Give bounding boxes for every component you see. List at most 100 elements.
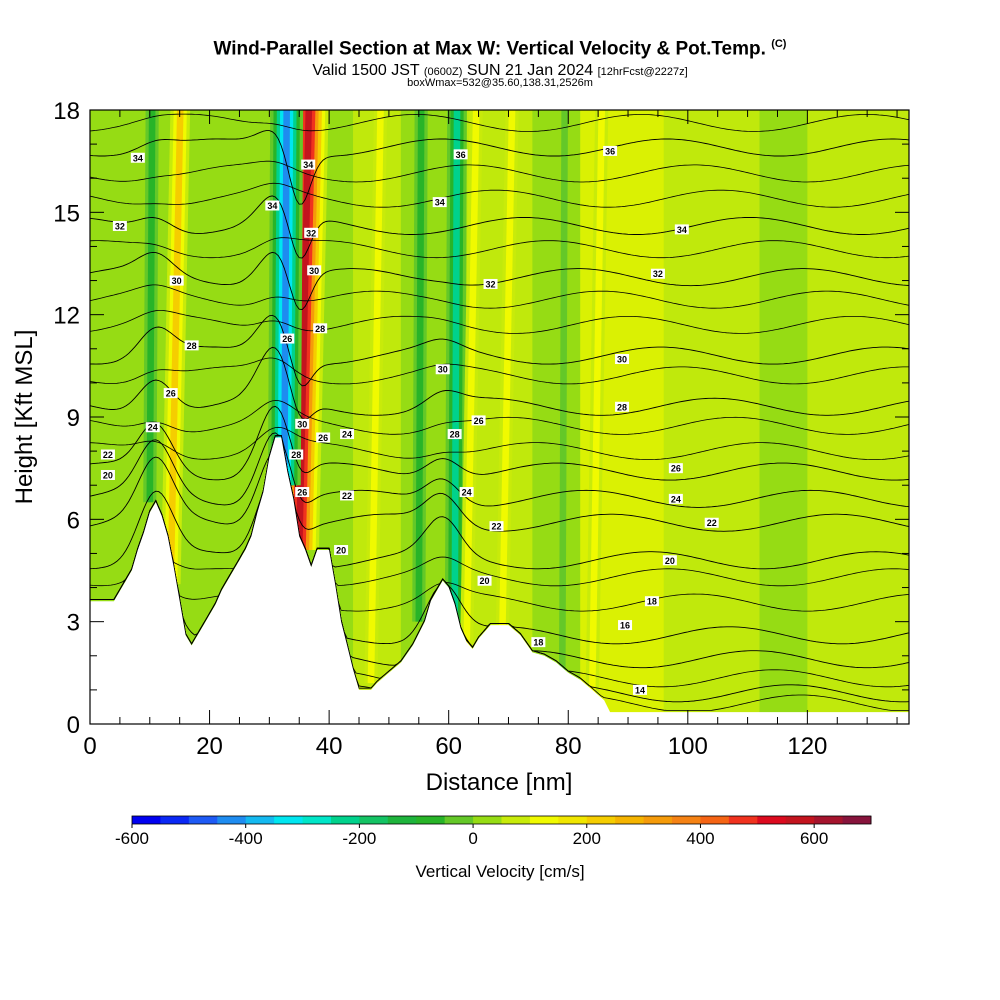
colorbar-tick-label: 600 [800, 829, 828, 848]
colorbar-swatch [132, 816, 161, 824]
contour-label: 34 [301, 159, 316, 170]
contour-label: 30 [295, 418, 310, 429]
svg-text:20: 20 [103, 470, 113, 480]
theta-contour [90, 435, 909, 570]
theta-contour [90, 426, 909, 460]
contour-label: 26 [280, 333, 295, 344]
contour-labels: 34 32 30 28 26 24 22 20 34 34 32 30 28 26 30 28 26 26 24 22… [100, 145, 719, 695]
contour-label: 18 [531, 637, 546, 648]
x-tick-label: 20 [196, 733, 223, 760]
svg-text:30: 30 [172, 276, 182, 286]
svg-text:28: 28 [315, 324, 325, 334]
x-tick-label: 80 [555, 733, 582, 760]
contour-label: 14 [632, 684, 647, 695]
svg-text:18: 18 [647, 597, 657, 607]
theta-contour [90, 314, 909, 387]
svg-text:28: 28 [291, 450, 301, 460]
svg-text:32: 32 [115, 221, 125, 231]
theta-contour [90, 432, 909, 508]
contour-label: 28 [289, 449, 304, 460]
theta-contour [90, 284, 909, 309]
x-tick-label: 60 [435, 733, 462, 760]
svg-text:36: 36 [605, 146, 615, 156]
svg-text:30: 30 [309, 266, 319, 276]
velocity-band [367, 110, 384, 684]
x-tick-label: 40 [316, 733, 343, 760]
theta-contour [90, 251, 909, 310]
contour-label: 32 [483, 278, 498, 289]
svg-text:22: 22 [707, 518, 717, 528]
theta-contour [90, 237, 909, 259]
colorbar-tick-label: -600 [115, 829, 149, 848]
svg-text:22: 22 [492, 522, 502, 532]
contour-label: 20 [334, 545, 349, 556]
contour-label: 30 [169, 275, 184, 286]
svg-text:24: 24 [671, 494, 681, 504]
contour-label: 36 [453, 149, 468, 160]
contour-label: 30 [307, 265, 322, 276]
theta-contour [90, 400, 909, 435]
velocity-band [499, 110, 516, 626]
svg-text:22: 22 [103, 450, 113, 460]
colorbar-tick-label: -200 [342, 829, 376, 848]
contour-label: 26 [471, 415, 486, 426]
shade-zone [807, 110, 909, 724]
contour-label: 34 [432, 197, 447, 208]
svg-text:28: 28 [617, 402, 627, 412]
theta-contour [90, 310, 909, 334]
theta-contour [90, 182, 909, 208]
contour-label: 36 [603, 145, 618, 156]
svg-text:26: 26 [474, 416, 484, 426]
svg-text:22: 22 [342, 491, 352, 501]
svg-text:30: 30 [438, 365, 448, 375]
y-axis-label: Height [Kft MSL] [11, 330, 38, 505]
colorbar: -600 -400 -200 0 200 400 600 [115, 815, 872, 848]
theta-contour [90, 113, 909, 132]
svg-text:32: 32 [306, 228, 316, 238]
svg-text:16: 16 [620, 621, 630, 631]
y-tick-label: 9 [67, 405, 80, 432]
chart-subtitle: Valid 1500 JST (0600Z) SUN 21 Jan 2024 [… [312, 62, 688, 79]
contour-label: 30 [435, 364, 450, 375]
colorbar-swatch [274, 816, 304, 824]
contour-label: 28 [615, 401, 630, 412]
colorbar-swatch [444, 816, 474, 824]
colorbar-label: Vertical Velocity [cm/s] [415, 862, 585, 881]
svg-text:26: 26 [318, 433, 328, 443]
terrain-mask [90, 437, 909, 724]
contour-label: 24 [340, 429, 355, 440]
contour-label: 26 [316, 432, 331, 443]
contour-label: 18 [644, 596, 659, 607]
svg-text:24: 24 [462, 488, 472, 498]
x-tick-label: 0 [83, 733, 96, 760]
contour-label: 24 [668, 493, 683, 504]
svg-text:34: 34 [267, 201, 277, 211]
theta-contour [90, 195, 909, 259]
svg-text:20: 20 [336, 546, 346, 556]
box-info: boxWmax=532@35.60,138.31,2526m [407, 77, 593, 89]
svg-text:26: 26 [671, 464, 681, 474]
shade-zone [663, 110, 760, 724]
velocity-band [167, 110, 184, 585]
svg-text:34: 34 [435, 198, 445, 208]
chart-title: Wind-Parallel Section at Max W: Vertical… [213, 38, 787, 60]
velocity-band [463, 110, 480, 649]
svg-text:32: 32 [486, 279, 496, 289]
svg-text:34: 34 [303, 160, 313, 170]
colorbar-swatch [302, 816, 332, 824]
theta-contour [90, 435, 909, 612]
contour-label: 34 [674, 224, 689, 235]
theta-contour [90, 357, 909, 385]
contour-label: 26 [163, 388, 178, 399]
theta-contour [90, 405, 909, 481]
svg-text:28: 28 [450, 430, 460, 440]
colorbar-tick-label: 400 [686, 829, 714, 848]
svg-text:34: 34 [133, 153, 143, 163]
velocity-band [415, 110, 425, 622]
theta-contour [90, 435, 909, 587]
svg-text:24: 24 [148, 423, 158, 433]
x-tick-label: 100 [668, 733, 708, 760]
svg-text:32: 32 [653, 269, 663, 279]
theta-contour [90, 160, 909, 183]
